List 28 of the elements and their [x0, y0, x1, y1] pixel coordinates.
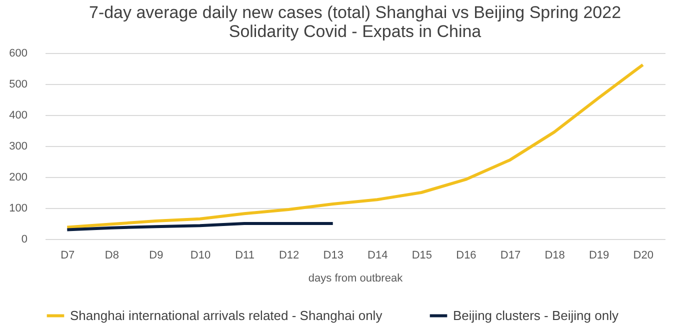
legend-label: Beijing clusters - Beijing only: [453, 308, 619, 323]
y-tick-label: 400: [9, 110, 28, 122]
chart-title: 7-day average daily new cases (total) Shanghai vs Beijing Spring 2022: [88, 3, 622, 22]
line-series: [66, 63, 644, 229]
x-tick-label: D10: [190, 250, 211, 262]
x-tick-label: D18: [544, 250, 565, 262]
y-tick-label: 0: [21, 234, 28, 246]
x-tick-label: D7: [60, 250, 75, 262]
x-tick-label: D12: [278, 250, 300, 262]
legend-label: Shanghai international arrivals related - Shanghai only: [70, 308, 383, 323]
y-tick-label: 100: [9, 202, 28, 214]
y-tick-label: 600: [9, 48, 28, 60]
x-tick-label: D14: [368, 250, 388, 262]
x-tick-label: D13: [323, 250, 344, 262]
x-tick-label: D9: [149, 250, 164, 262]
x-tick-label: D17: [500, 250, 521, 262]
line-series: [66, 222, 334, 232]
x-tick-label: D8: [104, 250, 119, 262]
y-tick-label: 300: [9, 140, 28, 152]
x-tick-label: D11: [235, 250, 254, 262]
x-tick-label: D19: [588, 250, 610, 262]
chart-subtitle: Solidarity Covid - Expats in China: [228, 22, 482, 41]
x-tick-label: D16: [456, 250, 476, 262]
x-axis-title: days from outbreak: [308, 272, 404, 284]
x-tick-label: D20: [633, 250, 654, 262]
y-tick-label: 500: [9, 78, 28, 90]
y-tick-label: 200: [9, 172, 28, 184]
x-tick-label: D15: [412, 250, 432, 262]
